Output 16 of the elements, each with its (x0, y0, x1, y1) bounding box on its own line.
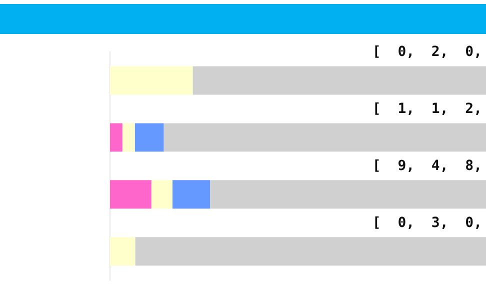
bar (122, 123, 135, 152)
annotation: [ 9, 4, 8, (372, 158, 482, 174)
bar (210, 180, 486, 209)
bar (172, 180, 210, 209)
bar (164, 123, 486, 152)
annotation: [ 0, 2, 0, (372, 44, 482, 60)
annotation: [ 1, 1, 2, (372, 101, 482, 118)
bar (110, 66, 193, 95)
bar (192, 66, 486, 95)
annotation: [ 0, 3, 0, (372, 215, 482, 232)
bar (110, 123, 122, 152)
bar (134, 123, 164, 152)
bar (110, 180, 152, 209)
bar (110, 237, 136, 266)
bar (151, 180, 172, 209)
bar (135, 237, 486, 266)
